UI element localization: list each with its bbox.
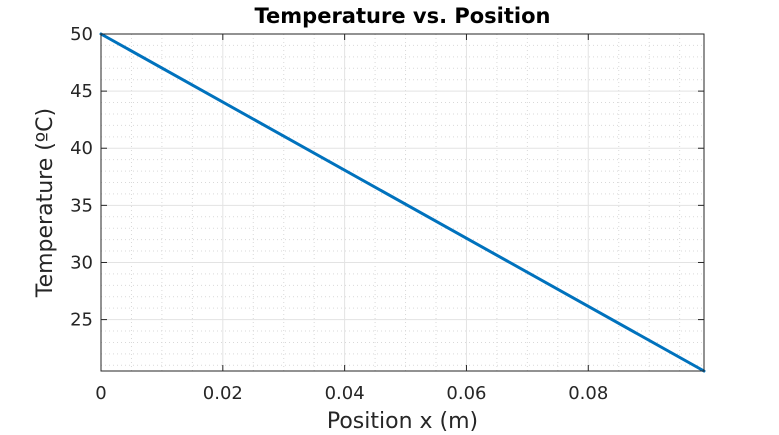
axis-ticks <box>100 33 704 371</box>
series-layer <box>99 32 706 373</box>
y-tick-labels: 25 30 35 40 45 50 <box>70 24 93 331</box>
y-tick-label: 25 <box>70 310 93 331</box>
chart-title: Temperature vs. Position <box>255 4 551 28</box>
x-tick-labels: 0 0.02 0.04 0.06 0.08 <box>95 383 608 404</box>
x-tick-label: 0.04 <box>325 383 365 404</box>
series-line <box>99 32 706 373</box>
x-tick-label: 0.02 <box>203 383 243 404</box>
y-tick-label: 50 <box>70 24 93 45</box>
x-tick-label: 0 <box>95 383 106 404</box>
y-axis-title: Temperature (ºC) <box>33 108 58 298</box>
y-tick-label: 30 <box>70 252 93 273</box>
minor-grid <box>101 34 704 371</box>
x-tick-label: 0.08 <box>568 383 608 404</box>
y-tick-label: 35 <box>70 195 93 216</box>
x-tick-label: 0.06 <box>446 383 486 404</box>
y-tick-label: 40 <box>70 138 93 159</box>
y-tick-label: 45 <box>70 81 93 102</box>
x-axis-title: Position x (m) <box>327 409 478 434</box>
plot-area-box <box>100 33 705 372</box>
